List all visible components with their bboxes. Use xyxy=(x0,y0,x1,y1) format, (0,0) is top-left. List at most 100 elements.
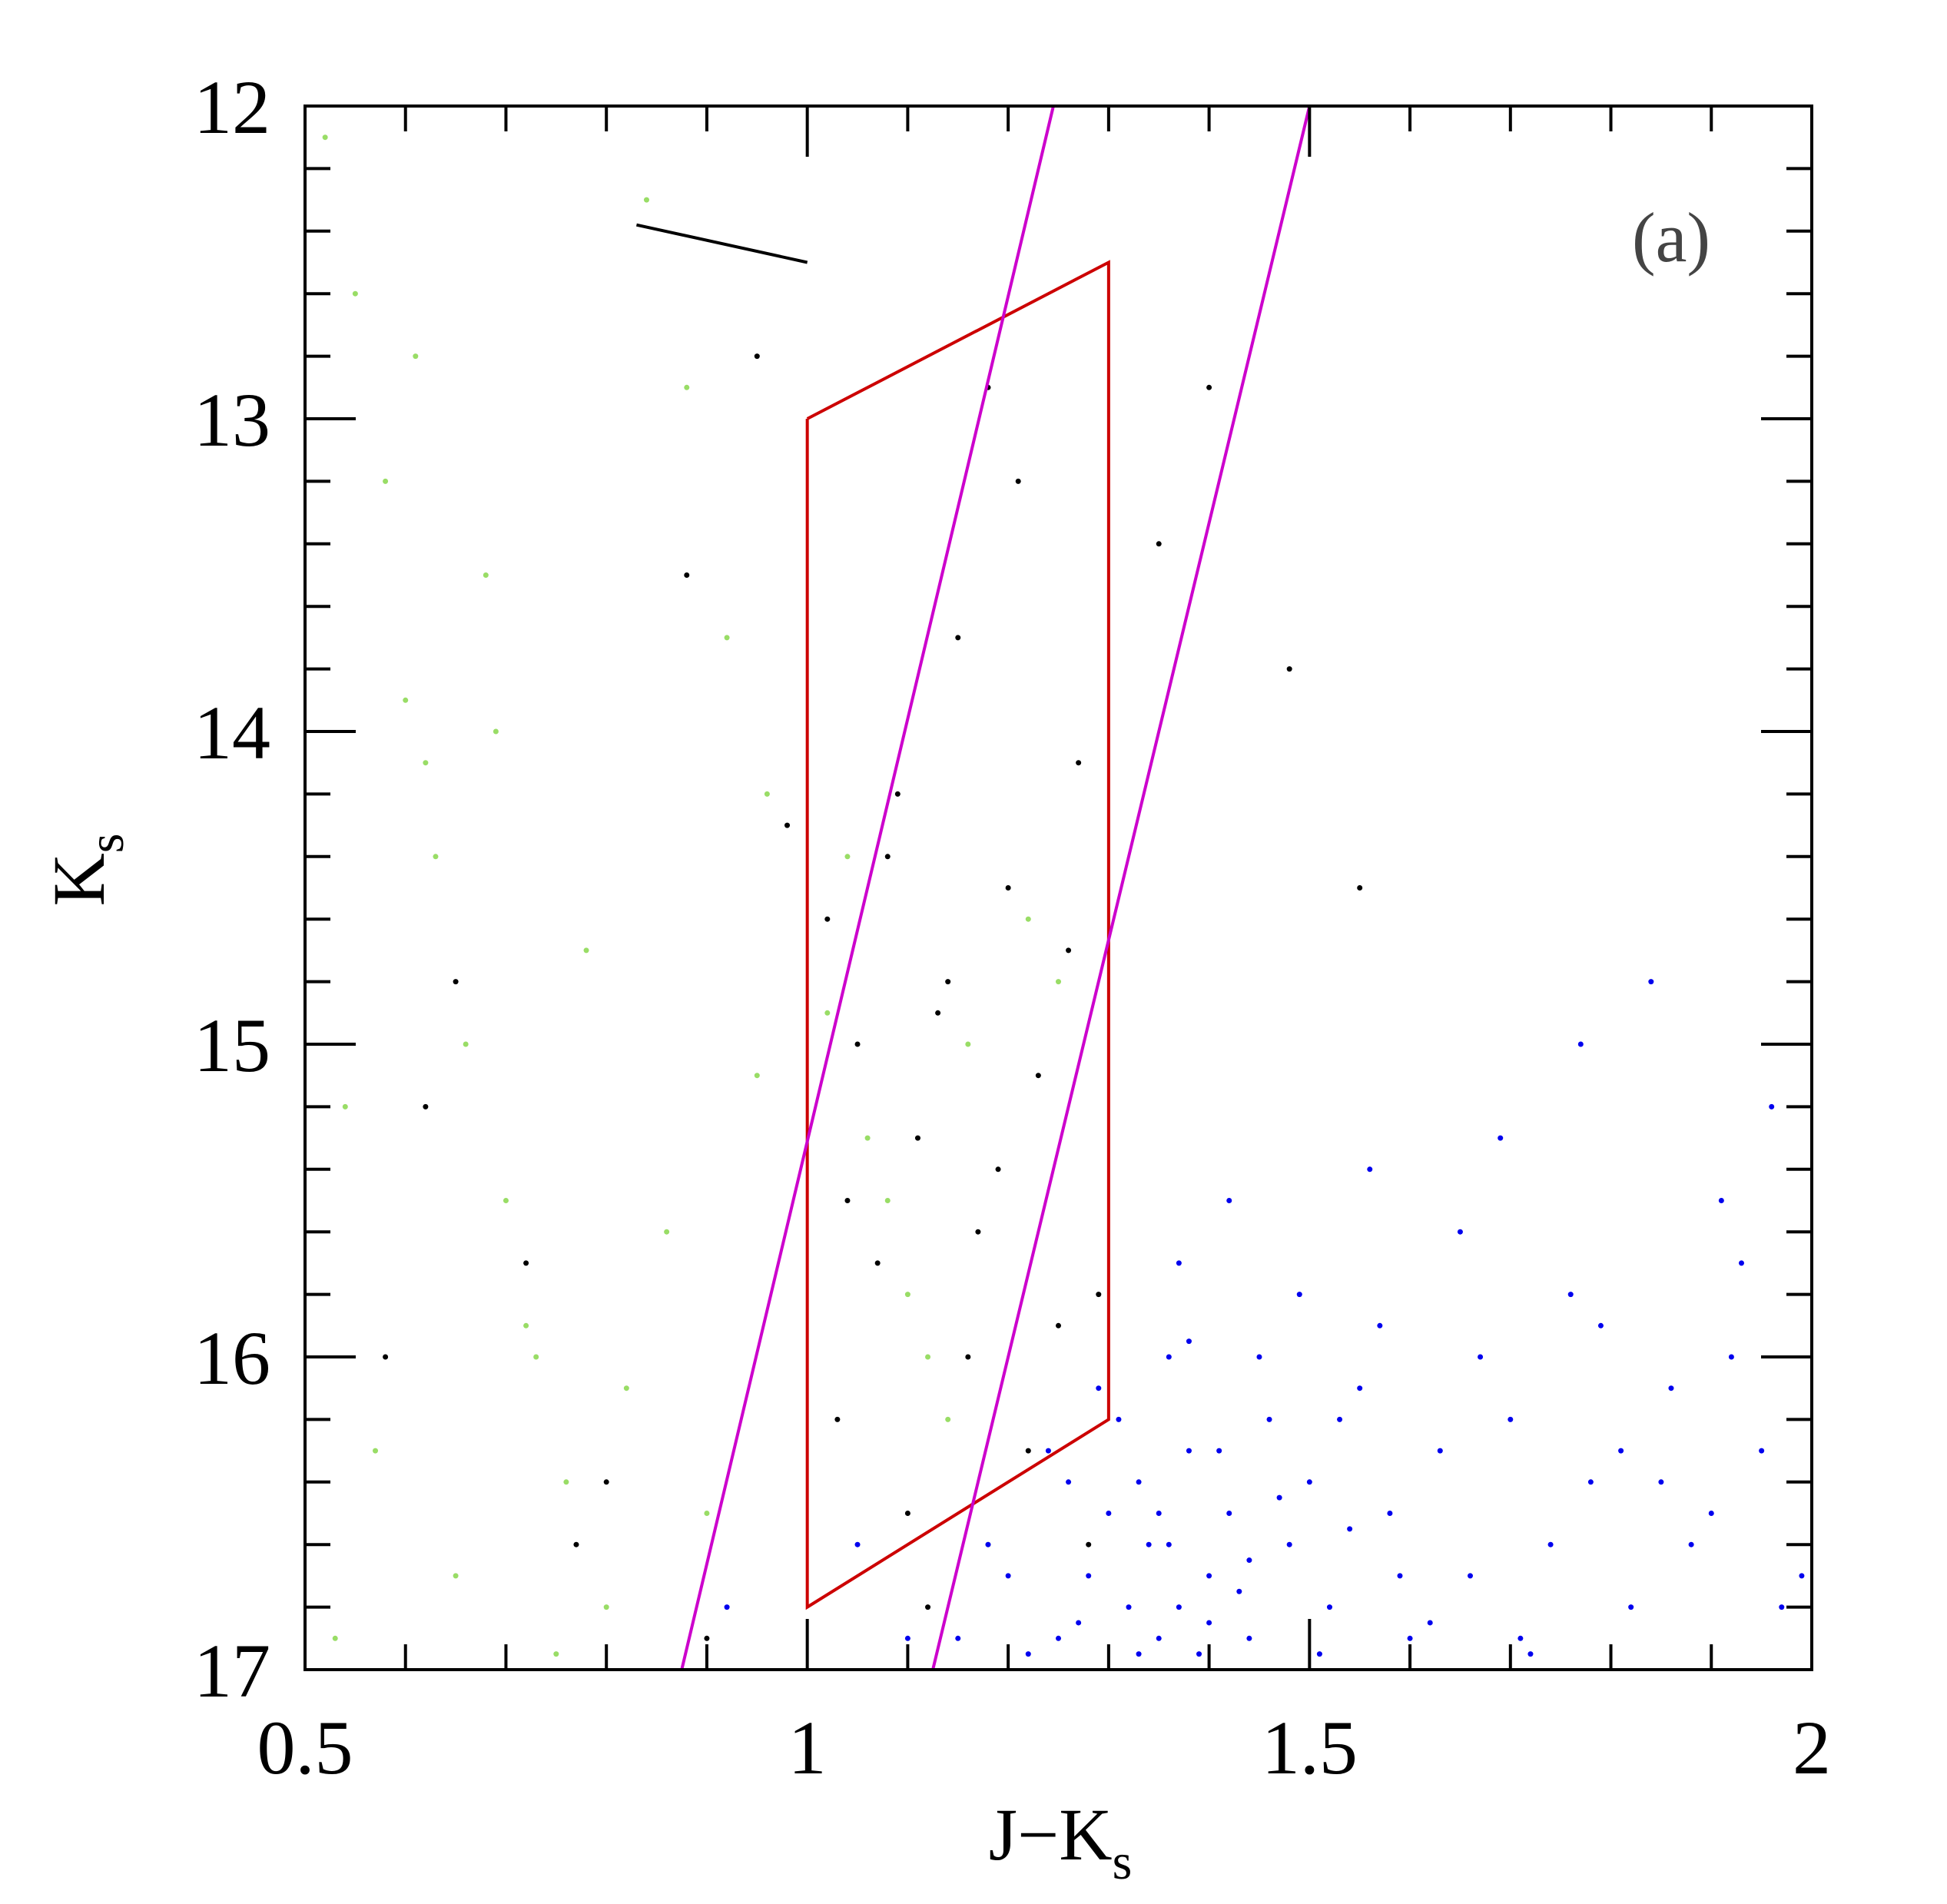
point xyxy=(1587,1479,1594,1485)
point xyxy=(1286,666,1292,672)
point xyxy=(1718,1198,1724,1203)
point xyxy=(824,1010,831,1016)
point xyxy=(1668,1385,1674,1392)
point xyxy=(583,947,589,954)
point xyxy=(1066,1479,1072,1485)
point xyxy=(874,1260,881,1266)
point xyxy=(1005,1573,1011,1579)
point xyxy=(403,697,409,703)
point xyxy=(1547,1541,1554,1547)
point xyxy=(483,572,489,578)
point xyxy=(1779,1604,1785,1610)
line xyxy=(635,223,808,264)
point xyxy=(1136,1651,1142,1657)
point xyxy=(1156,1511,1162,1516)
point xyxy=(724,1604,730,1610)
panel-label: (a) xyxy=(1632,198,1710,277)
point xyxy=(383,1354,389,1360)
point xyxy=(1196,1651,1202,1657)
point xyxy=(603,1604,609,1610)
point xyxy=(945,979,951,985)
point xyxy=(784,822,791,828)
point xyxy=(975,1229,981,1235)
point xyxy=(1468,1573,1474,1579)
point xyxy=(1728,1354,1734,1360)
point xyxy=(533,1354,539,1360)
point xyxy=(884,854,891,860)
point xyxy=(904,1635,910,1641)
x-label-sub: s xyxy=(1113,1834,1133,1890)
point xyxy=(1367,1166,1373,1173)
point xyxy=(684,572,690,578)
line xyxy=(931,105,1312,1670)
point xyxy=(955,1635,961,1641)
point xyxy=(1056,1322,1061,1328)
point xyxy=(1126,1604,1132,1610)
point xyxy=(342,1103,348,1110)
point xyxy=(332,1635,338,1641)
line xyxy=(680,105,1055,1670)
point xyxy=(503,1198,509,1203)
point xyxy=(1005,885,1011,891)
point xyxy=(1276,1494,1282,1501)
y-tick-label: 12 xyxy=(194,65,270,150)
point xyxy=(1015,478,1021,484)
point xyxy=(1437,1448,1443,1454)
x-label-main: J−K xyxy=(989,1793,1113,1876)
point xyxy=(523,1322,529,1328)
point xyxy=(1508,1416,1514,1422)
point xyxy=(1618,1448,1624,1454)
point xyxy=(965,1041,971,1047)
point xyxy=(1266,1416,1272,1422)
point xyxy=(453,1573,459,1579)
point xyxy=(854,1541,861,1547)
point xyxy=(884,1198,891,1203)
point xyxy=(704,1511,710,1516)
point xyxy=(1096,1385,1102,1392)
point xyxy=(754,1073,760,1079)
point xyxy=(1397,1573,1403,1579)
point xyxy=(1025,916,1031,922)
point xyxy=(1597,1322,1604,1328)
point xyxy=(995,1166,1001,1173)
point xyxy=(1628,1604,1634,1610)
point xyxy=(1186,1338,1192,1345)
point xyxy=(834,1416,841,1422)
y-tick-label: 13 xyxy=(194,377,270,463)
point xyxy=(1136,1479,1142,1485)
point xyxy=(573,1541,579,1547)
point xyxy=(413,353,419,360)
point xyxy=(844,854,851,860)
point xyxy=(322,134,328,141)
y-tick-label: 14 xyxy=(194,690,270,775)
point xyxy=(1086,1541,1092,1547)
point xyxy=(1316,1651,1322,1657)
point xyxy=(684,384,690,390)
point xyxy=(603,1479,609,1485)
point xyxy=(985,1541,991,1547)
point xyxy=(1226,1198,1232,1203)
point xyxy=(373,1448,379,1454)
y-tick-label: 17 xyxy=(194,1628,270,1713)
point xyxy=(1648,979,1654,985)
point xyxy=(894,791,901,797)
point xyxy=(1326,1604,1332,1610)
point xyxy=(493,728,499,735)
point xyxy=(1357,1385,1363,1392)
line xyxy=(805,260,1110,1610)
point xyxy=(1066,947,1072,954)
point xyxy=(1166,1541,1172,1547)
point xyxy=(1246,1635,1252,1641)
point xyxy=(1025,1651,1031,1657)
x-tick-label: 2 xyxy=(1793,1705,1831,1790)
point xyxy=(1226,1511,1232,1516)
point xyxy=(904,1292,910,1298)
point xyxy=(1708,1511,1714,1516)
point xyxy=(1498,1135,1504,1141)
point xyxy=(1478,1354,1484,1360)
point xyxy=(1025,1448,1031,1454)
plot-frame xyxy=(303,104,1813,1671)
point xyxy=(904,1511,910,1516)
point xyxy=(1407,1635,1413,1641)
